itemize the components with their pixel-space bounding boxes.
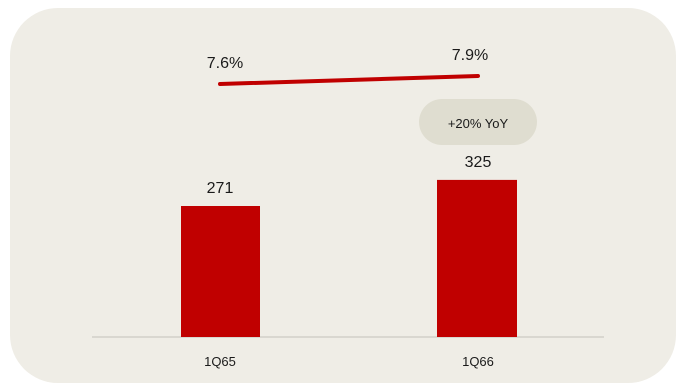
ratio-label-1q65: 7.6% <box>207 55 243 72</box>
bar-value-label-1q65: 271 <box>207 180 234 197</box>
x-tick-label-1q66: 1Q66 <box>462 354 494 369</box>
bar-value-label-1q66: 325 <box>465 154 492 171</box>
yoy-badge <box>419 99 537 145</box>
yoy-badge-text: +20% YoY <box>448 116 509 131</box>
x-tick-label-1q65: 1Q65 <box>204 354 236 369</box>
chart-card <box>10 8 676 383</box>
bar-1q65 <box>181 206 260 337</box>
ratio-label-1q66: 7.9% <box>452 47 488 64</box>
bar-1q66 <box>437 179 517 337</box>
ratio-line <box>218 74 480 86</box>
